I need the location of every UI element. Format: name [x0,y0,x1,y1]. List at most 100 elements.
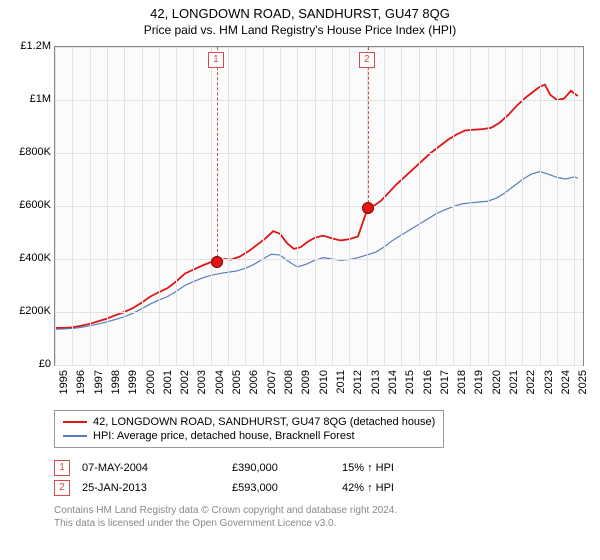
x-tick-label: 2017 [439,370,451,394]
sale-row-marker: 1 [54,460,70,476]
x-tick-label: 2002 [179,370,191,394]
x-gridline [124,47,125,365]
x-gridline [384,47,385,365]
legend: 42, LONGDOWN ROAD, SANDHURST, GU47 8QG (… [54,410,444,448]
x-gridline [488,47,489,365]
sale-marker-dot [211,256,223,268]
x-gridline [245,47,246,365]
x-tick-label: 2024 [560,370,572,394]
x-gridline [176,47,177,365]
sale-row-price: £390,000 [232,462,342,474]
x-gridline [72,47,73,365]
x-gridline [193,47,194,365]
x-gridline [211,47,212,365]
legend-swatch [63,435,87,437]
x-tick-label: 1995 [58,370,70,394]
sale-row-price: £593,000 [232,482,342,494]
x-gridline [505,47,506,365]
sale-marker-box: 1 [208,52,224,68]
sale-marker-dot [362,202,374,214]
x-gridline [297,47,298,365]
y-tick-label: £800K [19,146,51,158]
x-tick-label: 2023 [543,370,555,394]
sale-row-diff: 42% ↑ HPI [342,482,452,494]
x-tick-label: 2009 [300,370,312,394]
x-gridline [453,47,454,365]
series-line [55,172,578,330]
x-gridline [349,47,350,365]
x-gridline [280,47,281,365]
x-tick-label: 2007 [266,370,278,394]
y-gridline [55,100,583,101]
y-tick-label: £0 [39,358,51,370]
x-tick-label: 2011 [335,370,347,394]
x-gridline [55,47,56,365]
sale-marker-box: 2 [359,52,375,68]
x-gridline [159,47,160,365]
sale-marker-line [217,47,218,262]
x-gridline [470,47,471,365]
y-gridline [55,312,583,313]
y-gridline [55,153,583,154]
legend-label: HPI: Average price, detached house, Brac… [93,430,355,442]
sale-row: 225-JAN-2013£593,00042% ↑ HPI [54,478,452,498]
x-tick-label: 2010 [318,370,330,394]
x-tick-label: 1999 [127,370,139,394]
x-tick-label: 2013 [370,370,382,394]
x-gridline [332,47,333,365]
sale-marker-line [368,47,369,208]
x-gridline [228,47,229,365]
x-gridline [522,47,523,365]
x-tick-label: 2021 [508,370,520,394]
legend-row: 42, LONGDOWN ROAD, SANDHURST, GU47 8QG (… [63,415,435,429]
x-tick-label: 2025 [577,370,589,394]
sale-row-marker: 2 [54,480,70,496]
y-gridline [55,47,583,48]
x-gridline [107,47,108,365]
plot-area [54,46,584,366]
legend-label: 42, LONGDOWN ROAD, SANDHURST, GU47 8QG (… [93,416,435,428]
footer-attribution: Contains HM Land Registry data © Crown c… [54,504,397,530]
x-gridline [90,47,91,365]
x-tick-label: 2018 [456,370,468,394]
x-gridline [574,47,575,365]
footer-line2: This data is licensed under the Open Gov… [54,517,397,530]
x-tick-label: 2001 [162,370,174,394]
footer-line1: Contains HM Land Registry data © Crown c… [54,504,397,517]
sale-row: 107-MAY-2004£390,00015% ↑ HPI [54,458,452,478]
y-gridline [55,206,583,207]
x-tick-label: 2005 [231,370,243,394]
x-tick-label: 2006 [248,370,260,394]
x-gridline [557,47,558,365]
x-tick-label: 1996 [75,370,87,394]
y-tick-label: £400K [19,252,51,264]
x-gridline [315,47,316,365]
x-tick-label: 2022 [525,370,537,394]
x-gridline [540,47,541,365]
x-tick-label: 2020 [491,370,503,394]
x-tick-label: 2019 [473,370,485,394]
x-tick-label: 2014 [387,370,399,394]
chart-subtitle: Price paid vs. HM Land Registry's House … [0,21,600,41]
x-tick-label: 1997 [93,370,105,394]
y-gridline [55,365,583,366]
x-gridline [401,47,402,365]
x-tick-label: 2004 [214,370,226,394]
sales-table: 107-MAY-2004£390,00015% ↑ HPI225-JAN-201… [54,458,452,498]
sale-row-diff: 15% ↑ HPI [342,462,452,474]
chart-title: 42, LONGDOWN ROAD, SANDHURST, GU47 8QG [0,0,600,21]
x-gridline [436,47,437,365]
legend-swatch [63,421,87,423]
y-tick-label: £200K [19,305,51,317]
x-gridline [142,47,143,365]
legend-row: HPI: Average price, detached house, Brac… [63,429,435,443]
x-tick-label: 2000 [145,370,157,394]
x-gridline [419,47,420,365]
sale-row-date: 25-JAN-2013 [70,482,232,494]
x-tick-label: 2012 [352,370,364,394]
sale-row-date: 07-MAY-2004 [70,462,232,474]
x-tick-label: 2003 [196,370,208,394]
x-tick-label: 1998 [110,370,122,394]
y-tick-label: £1.2M [20,40,51,52]
x-gridline [263,47,264,365]
